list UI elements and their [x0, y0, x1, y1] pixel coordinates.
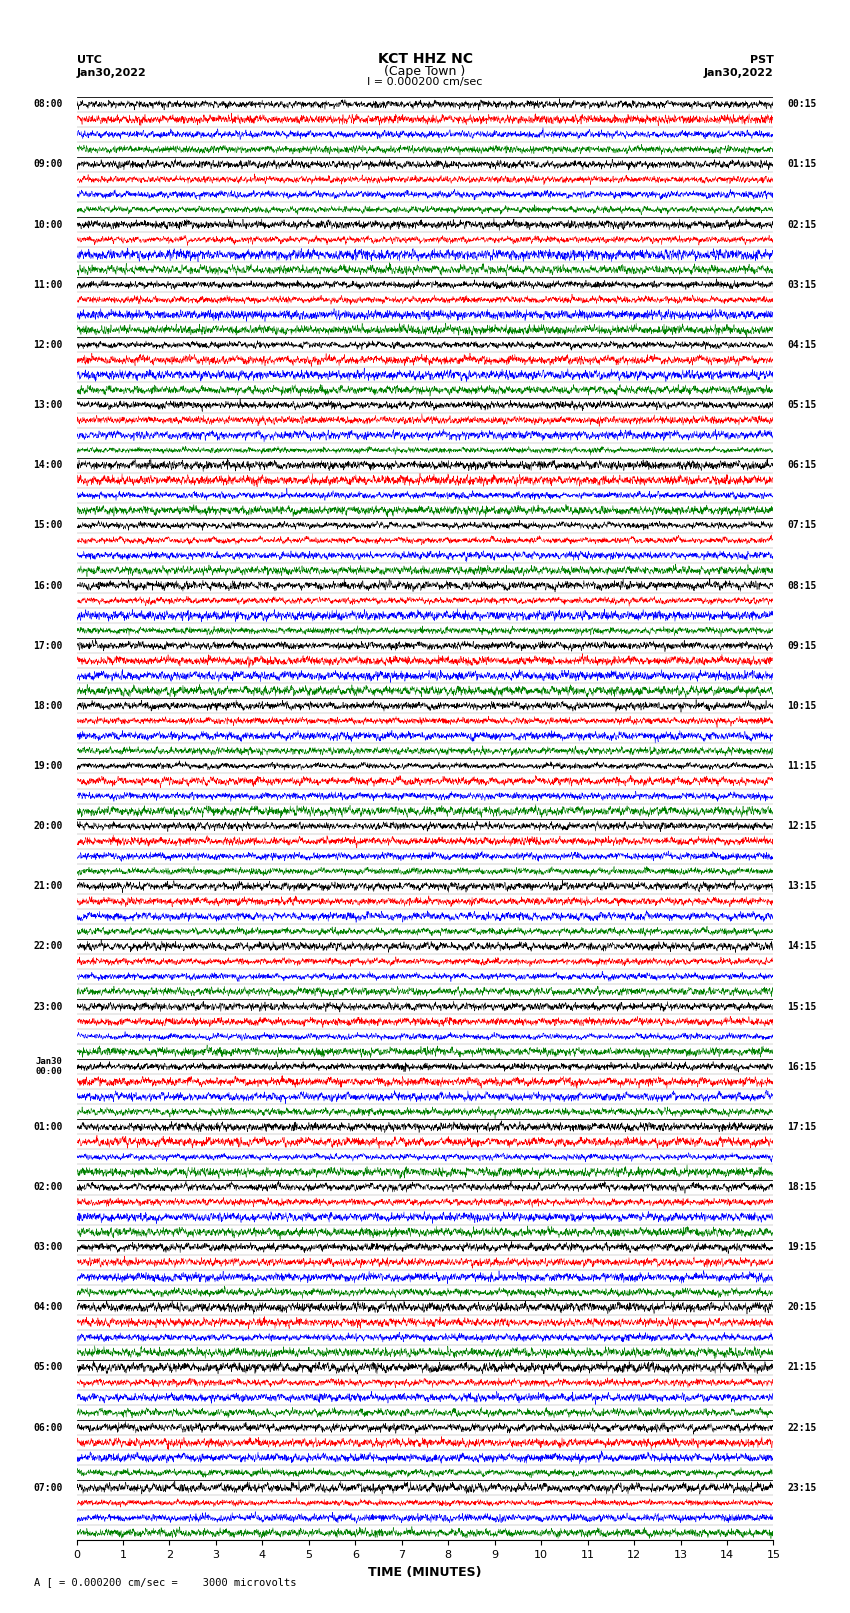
Text: 04:15: 04:15 — [787, 340, 817, 350]
Text: 01:15: 01:15 — [787, 160, 817, 169]
Text: 19:00: 19:00 — [33, 761, 63, 771]
Text: 18:15: 18:15 — [787, 1182, 817, 1192]
Text: 05:00: 05:00 — [33, 1363, 63, 1373]
Text: 19:15: 19:15 — [787, 1242, 817, 1252]
Text: 09:15: 09:15 — [787, 640, 817, 650]
Text: 11:00: 11:00 — [33, 279, 63, 290]
Text: UTC: UTC — [76, 55, 101, 65]
Text: 14:00: 14:00 — [33, 460, 63, 471]
Text: 20:15: 20:15 — [787, 1302, 817, 1313]
Text: 06:00: 06:00 — [33, 1423, 63, 1432]
Text: 16:15: 16:15 — [787, 1061, 817, 1071]
Text: 16:00: 16:00 — [33, 581, 63, 590]
Text: 12:00: 12:00 — [33, 340, 63, 350]
Text: 22:00: 22:00 — [33, 942, 63, 952]
Text: 23:00: 23:00 — [33, 1002, 63, 1011]
Text: 02:15: 02:15 — [787, 219, 817, 229]
Text: 02:00: 02:00 — [33, 1182, 63, 1192]
Text: 08:00: 08:00 — [33, 100, 63, 110]
Text: I = 0.000200 cm/sec: I = 0.000200 cm/sec — [367, 77, 483, 87]
Text: 04:00: 04:00 — [33, 1302, 63, 1313]
Text: 14:15: 14:15 — [787, 942, 817, 952]
Text: 00:15: 00:15 — [787, 100, 817, 110]
Text: 07:15: 07:15 — [787, 521, 817, 531]
Text: 07:00: 07:00 — [33, 1482, 63, 1492]
Text: 05:15: 05:15 — [787, 400, 817, 410]
Text: 03:00: 03:00 — [33, 1242, 63, 1252]
Text: 13:15: 13:15 — [787, 881, 817, 892]
Text: KCT HHZ NC: KCT HHZ NC — [377, 52, 473, 66]
Text: 01:00: 01:00 — [33, 1123, 63, 1132]
Text: 12:15: 12:15 — [787, 821, 817, 831]
Text: 15:00: 15:00 — [33, 521, 63, 531]
Text: 13:00: 13:00 — [33, 400, 63, 410]
X-axis label: TIME (MINUTES): TIME (MINUTES) — [368, 1566, 482, 1579]
Text: 11:15: 11:15 — [787, 761, 817, 771]
Text: 21:15: 21:15 — [787, 1363, 817, 1373]
Text: Jan30,2022: Jan30,2022 — [76, 68, 146, 77]
Text: 08:15: 08:15 — [787, 581, 817, 590]
Text: Jan30,2022: Jan30,2022 — [704, 68, 774, 77]
Text: Jan30
00:00: Jan30 00:00 — [36, 1057, 63, 1076]
Text: 15:15: 15:15 — [787, 1002, 817, 1011]
Text: A [ = 0.000200 cm/sec =    3000 microvolts: A [ = 0.000200 cm/sec = 3000 microvolts — [34, 1578, 297, 1587]
Text: 10:15: 10:15 — [787, 700, 817, 711]
Text: 06:15: 06:15 — [787, 460, 817, 471]
Text: 03:15: 03:15 — [787, 279, 817, 290]
Text: 21:00: 21:00 — [33, 881, 63, 892]
Text: 18:00: 18:00 — [33, 700, 63, 711]
Text: 20:00: 20:00 — [33, 821, 63, 831]
Text: PST: PST — [750, 55, 774, 65]
Text: 17:15: 17:15 — [787, 1123, 817, 1132]
Text: 10:00: 10:00 — [33, 219, 63, 229]
Text: 22:15: 22:15 — [787, 1423, 817, 1432]
Text: 23:15: 23:15 — [787, 1482, 817, 1492]
Text: (Cape Town ): (Cape Town ) — [384, 65, 466, 77]
Text: 09:00: 09:00 — [33, 160, 63, 169]
Text: 17:00: 17:00 — [33, 640, 63, 650]
